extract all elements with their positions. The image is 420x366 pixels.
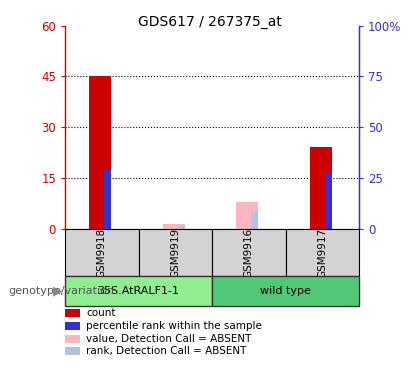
Text: count: count xyxy=(86,308,116,318)
Text: GSM9919: GSM9919 xyxy=(171,228,180,277)
Text: ▶: ▶ xyxy=(52,284,62,298)
Bar xyxy=(104,170,111,229)
Text: 35S.AtRALF1-1: 35S.AtRALF1-1 xyxy=(97,286,180,296)
Bar xyxy=(325,174,332,229)
Text: GSM9918: GSM9918 xyxy=(97,228,107,277)
Bar xyxy=(212,229,286,276)
Bar xyxy=(65,229,139,276)
Bar xyxy=(310,147,332,229)
Text: GSM9917: GSM9917 xyxy=(318,228,327,277)
Text: value, Detection Call = ABSENT: value, Detection Call = ABSENT xyxy=(86,333,252,344)
Bar xyxy=(65,276,212,306)
Text: GSM9916: GSM9916 xyxy=(244,228,254,277)
Bar xyxy=(212,276,359,306)
Text: genotype/variation: genotype/variation xyxy=(8,286,114,296)
Bar xyxy=(89,76,111,229)
Text: wild type: wild type xyxy=(260,286,311,296)
Bar xyxy=(163,224,185,229)
Bar xyxy=(178,226,185,229)
Bar xyxy=(251,213,258,229)
Text: percentile rank within the sample: percentile rank within the sample xyxy=(86,321,262,331)
Text: rank, Detection Call = ABSENT: rank, Detection Call = ABSENT xyxy=(86,346,247,356)
Bar xyxy=(286,229,359,276)
Bar xyxy=(236,202,258,229)
Bar xyxy=(139,229,212,276)
Text: GDS617 / 267375_at: GDS617 / 267375_at xyxy=(138,15,282,29)
